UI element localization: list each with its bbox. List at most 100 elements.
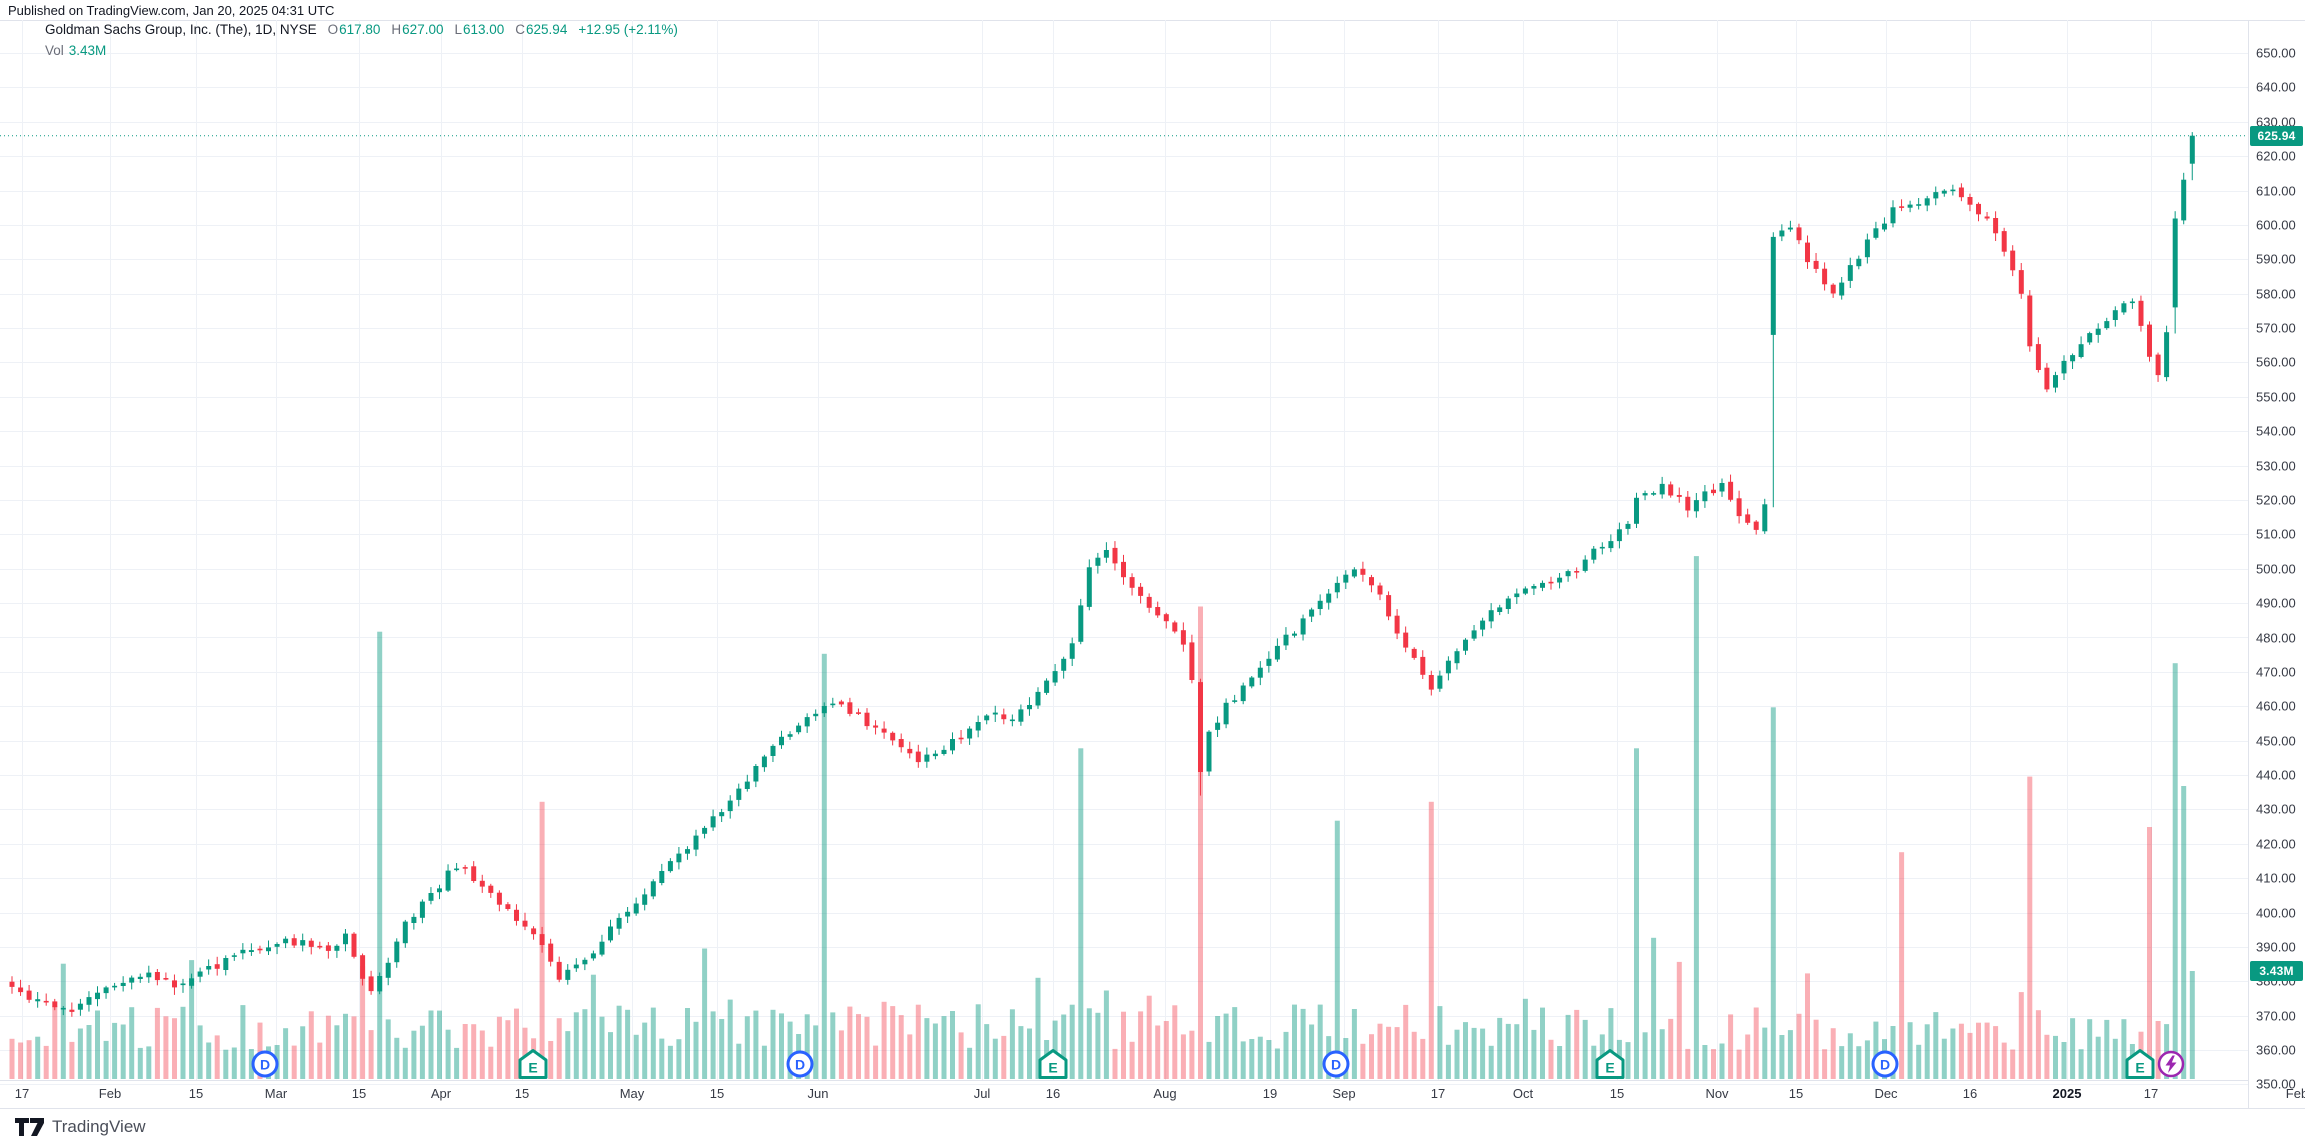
volume-bar <box>787 1021 793 1079</box>
candle-body <box>154 972 160 981</box>
candle-body <box>1061 658 1067 671</box>
candle-body <box>1830 284 1836 294</box>
time-tick: 16 <box>1045 1086 1061 1101</box>
candle-body <box>445 870 451 891</box>
volume-bar <box>2147 827 2152 1079</box>
candle-body <box>1215 722 1221 730</box>
candle-body <box>907 748 913 754</box>
candle-body <box>1411 648 1417 658</box>
price-tick: 400.00 <box>2256 905 2296 920</box>
volume-bar <box>2104 1019 2110 1079</box>
volume-bar <box>1762 1027 1768 1079</box>
volume-bar <box>1924 1024 1930 1079</box>
time-tick: May <box>619 1086 645 1101</box>
price-tick: 430.00 <box>2256 801 2296 817</box>
candle-body <box>1813 260 1819 269</box>
volume-bar <box>1163 1021 1169 1079</box>
price-tick: 450.00 <box>2256 733 2296 749</box>
candle-body <box>1463 639 1468 651</box>
volume-bar <box>1317 1004 1323 1079</box>
volume-bar <box>1933 1012 1939 1079</box>
candle-body <box>1369 577 1374 586</box>
volume-bar <box>950 1011 955 1079</box>
event-lightning-icon <box>2157 1050 2185 1078</box>
volume-bar <box>445 1029 451 1079</box>
candle-body <box>1069 643 1075 659</box>
volume-bar <box>95 1010 100 1079</box>
candle-body <box>1488 610 1494 622</box>
volume-bar <box>1069 1004 1075 1079</box>
candle-body <box>1445 660 1451 674</box>
candle-body <box>1480 620 1486 630</box>
candle-body <box>838 701 844 705</box>
volume-bar <box>77 1028 83 1079</box>
volume-bar <box>1274 1048 1280 1079</box>
price-tick: 630.00 <box>2256 114 2296 130</box>
volume-bar <box>625 1009 631 1079</box>
candle-body <box>2001 231 2007 252</box>
candle-body <box>1420 656 1426 675</box>
volume-bar <box>1873 1021 1879 1079</box>
candle-body <box>2121 303 2127 313</box>
time-tick: Jul <box>973 1086 991 1101</box>
volume-bar <box>736 1043 742 1079</box>
candle-body <box>753 766 759 782</box>
volume-bar <box>770 1009 776 1079</box>
volume-bar <box>1651 937 1657 1079</box>
volume-bar <box>1471 1027 1477 1079</box>
candle-body <box>163 978 169 980</box>
volume-bar <box>1505 1023 1511 1079</box>
volume-bar <box>317 1042 323 1079</box>
volume-bar <box>343 1013 348 1079</box>
candle-body <box>633 903 639 914</box>
volume-bar <box>1411 1031 1417 1079</box>
candle-body <box>1779 230 1785 237</box>
volume-bar <box>565 1031 571 1079</box>
candle-body <box>180 983 186 986</box>
candle-body <box>1497 607 1503 612</box>
candle-body <box>1163 614 1169 622</box>
volume-bar <box>189 960 195 1079</box>
candle-body <box>1693 500 1699 512</box>
price-tick: 590.00 <box>2256 251 2296 267</box>
volume-bar <box>1941 1038 1947 1079</box>
volume-bar <box>9 1038 15 1079</box>
candle-body <box>2189 135 2195 164</box>
candle-body <box>2155 354 2161 376</box>
volume-bar <box>650 1007 656 1079</box>
candle-body <box>2181 179 2187 221</box>
volume-bar <box>1206 1041 1212 1079</box>
volume-bar <box>761 1045 767 1079</box>
candle-body <box>1984 216 1990 219</box>
candle-body <box>590 953 596 959</box>
volume-bar <box>1027 1028 1032 1079</box>
candle-body <box>214 964 220 969</box>
ohlc-close: C 625.94 <box>515 22 568 37</box>
volume-bar <box>488 1046 494 1079</box>
volume-bar <box>1480 1028 1486 1079</box>
candle-body <box>300 940 306 946</box>
volume-bar <box>2095 1036 2101 1079</box>
volume-bar <box>1035 977 1041 1079</box>
candle-body <box>437 888 442 893</box>
legend-line-1: Goldman Sachs Group, Inc. (The), 1D, NYS… <box>45 22 678 37</box>
volume-bar <box>1103 990 1109 1079</box>
volume-bar <box>1522 998 1528 1079</box>
volume-bar <box>1292 1004 1297 1079</box>
candle-body <box>779 736 784 746</box>
time-tick: Feb <box>2285 1086 2305 1101</box>
candle-body <box>1471 630 1477 639</box>
volume-bar <box>1830 1028 1836 1079</box>
candle-body <box>1343 574 1349 583</box>
candle-body <box>479 880 485 887</box>
volume-bar <box>1180 1034 1186 1079</box>
candle-body <box>129 977 135 983</box>
candle-body <box>2010 250 2016 271</box>
volume-bar <box>385 1019 391 1079</box>
candle-body <box>291 938 297 946</box>
price-tick: 480.00 <box>2256 630 2296 645</box>
candle-body <box>1582 559 1588 571</box>
candle-body <box>2147 324 2152 357</box>
candle-body <box>351 933 357 957</box>
